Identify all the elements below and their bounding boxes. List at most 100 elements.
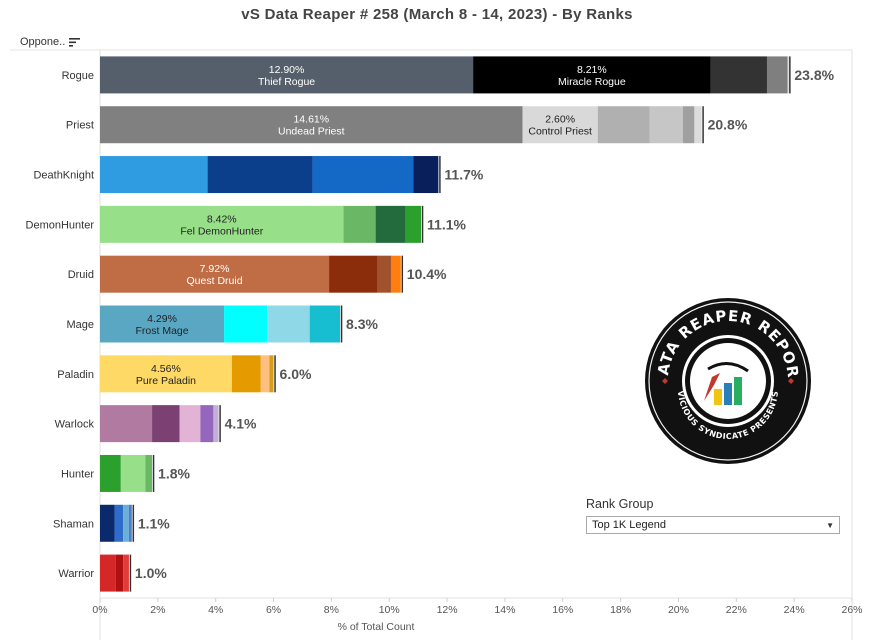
bar-segment[interactable] — [413, 156, 439, 194]
segment-archetype-label: Thief Rogue — [258, 76, 315, 88]
x-tick-label: 22% — [726, 604, 747, 616]
bar-segment[interactable] — [128, 504, 132, 542]
bar-segment[interactable] — [123, 504, 129, 542]
x-tick-label: 0% — [92, 604, 107, 616]
bar-segment[interactable] — [100, 56, 474, 94]
bar-segment[interactable] — [207, 156, 313, 194]
bar-segment[interactable] — [405, 205, 422, 243]
segment-pct-label: 12.90% — [269, 64, 305, 76]
bar-segment[interactable] — [100, 355, 232, 393]
bar-segment[interactable] — [100, 405, 153, 443]
category-label: Warrior — [58, 568, 94, 580]
opponent-header-label: Oppone.. — [20, 36, 66, 48]
category-label: Hunter — [61, 468, 94, 480]
x-tick-label: 8% — [324, 604, 339, 616]
bar-total-label: 8.3% — [346, 316, 378, 332]
bar-total-label: 6.0% — [280, 366, 312, 382]
rank-group-title: Rank Group — [586, 497, 654, 511]
bar-total-label: 1.8% — [158, 465, 190, 481]
bar-segment[interactable] — [123, 554, 129, 592]
bar-segment[interactable] — [787, 56, 789, 94]
x-tick-label: 4% — [208, 604, 223, 616]
bar-segment[interactable] — [120, 454, 146, 492]
segment-archetype-label: Quest Druid — [187, 275, 243, 287]
x-tick-label: 12% — [437, 604, 458, 616]
bar-segment[interactable] — [100, 156, 208, 194]
bar-segment[interactable] — [309, 305, 341, 343]
rank-group-select[interactable]: Top 1K Legend ▼ — [586, 516, 840, 534]
category-label: Druid — [68, 269, 94, 281]
bar-segment[interactable] — [267, 305, 310, 343]
x-tick-label: 20% — [668, 604, 689, 616]
bar-segment[interactable] — [200, 405, 214, 443]
category-label: Rogue — [62, 70, 94, 82]
bar-segment[interactable] — [100, 205, 344, 243]
bar-segment[interactable] — [100, 305, 225, 343]
segment-pct-label: 4.56% — [151, 363, 181, 375]
x-tick-label: 14% — [494, 604, 515, 616]
logo-bars-icon — [704, 362, 749, 405]
x-tick-label: 2% — [150, 604, 165, 616]
segment-pct-label: 14.61% — [293, 114, 329, 126]
bar-total-label: 11.7% — [444, 167, 483, 183]
bar-segment[interactable] — [473, 56, 711, 94]
bar-segment[interactable] — [100, 504, 115, 542]
bar-segment[interactable] — [375, 205, 406, 243]
bar-segment[interactable] — [269, 355, 274, 393]
bar-segment[interactable] — [100, 106, 523, 144]
bar-segment[interactable] — [312, 156, 414, 194]
bar-segment[interactable] — [329, 255, 378, 293]
category-label: Shaman — [53, 518, 94, 530]
bar-segment[interactable] — [710, 56, 767, 94]
bar-segment[interactable] — [649, 106, 683, 144]
bar-segment[interactable] — [377, 255, 391, 293]
bar-segment[interactable] — [260, 355, 270, 393]
bar-segment[interactable] — [179, 405, 201, 443]
x-tick-label: 18% — [610, 604, 631, 616]
category-label: DemonHunter — [26, 219, 95, 231]
bar-segment[interactable] — [152, 405, 180, 443]
opponent-sort-header[interactable]: Oppone.. — [20, 36, 81, 48]
segment-archetype-label: Frost Mage — [135, 325, 188, 337]
segment-pct-label: 8.42% — [207, 213, 237, 225]
bar-segment[interactable] — [597, 106, 650, 144]
bar-segment[interactable] — [114, 504, 124, 542]
bar-total-label: 23.8% — [794, 67, 834, 83]
bar-total-label: 1.1% — [138, 515, 170, 531]
x-tick-label: 24% — [784, 604, 805, 616]
x-tick-label: 10% — [379, 604, 400, 616]
bar-segment[interactable] — [522, 106, 598, 144]
bar-segment[interactable] — [224, 305, 268, 343]
bar-segment[interactable] — [100, 255, 330, 293]
bar-segment[interactable] — [145, 454, 153, 492]
bar-segment[interactable] — [100, 454, 121, 492]
bar-segment[interactable] — [682, 106, 695, 144]
x-axis-label: % of Total Count — [338, 621, 415, 633]
dropdown-arrow-icon[interactable]: ▼ — [826, 520, 834, 530]
bar-segment[interactable] — [694, 106, 702, 144]
segment-archetype-label: Fel DemonHunter — [180, 225, 263, 237]
chart-title: vS Data Reaper # 258 (March 8 - 14, 2023… — [241, 6, 633, 23]
segment-pct-label: 7.92% — [200, 263, 230, 275]
bar-segment[interactable] — [213, 405, 219, 443]
bar-segment[interactable] — [100, 554, 116, 592]
category-label: DeathKnight — [33, 170, 94, 182]
x-tick-label: 16% — [552, 604, 573, 616]
data-reaper-logo: DATA REAPER REPORT VICIOUS SYNDICATE PRE… — [644, 297, 811, 464]
bar-segment[interactable] — [390, 255, 401, 293]
bar-segment[interactable] — [766, 56, 788, 94]
bar-total-label: 10.4% — [407, 266, 447, 282]
bar-segment[interactable] — [343, 205, 376, 243]
segment-archetype-label: Control Priest — [528, 126, 592, 138]
category-label: Priest — [66, 120, 94, 132]
x-tick-label: 26% — [841, 604, 862, 616]
bar-segment[interactable] — [231, 355, 261, 393]
sort-icon[interactable] — [69, 37, 81, 47]
x-tick-label: 6% — [266, 604, 281, 616]
segment-pct-label: 4.29% — [147, 313, 177, 325]
segment-archetype-label: Miracle Rogue — [558, 76, 626, 88]
bar-segment[interactable] — [115, 554, 124, 592]
category-label: Mage — [66, 319, 94, 331]
segment-archetype-label: Undead Priest — [278, 126, 345, 138]
